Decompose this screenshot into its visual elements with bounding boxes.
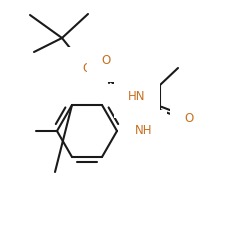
Text: O: O (82, 62, 91, 74)
Text: NH: NH (135, 124, 152, 137)
Text: O: O (184, 112, 193, 124)
Text: HN: HN (128, 91, 145, 103)
Text: O: O (101, 55, 110, 67)
